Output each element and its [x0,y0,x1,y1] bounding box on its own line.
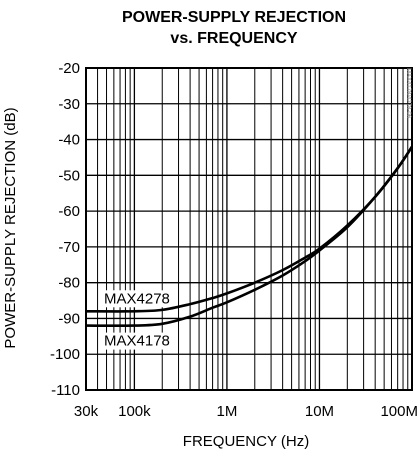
side-code: MAX4178/4278-06 [405,68,411,119]
y-axis-label: POWER-SUPPLY REJECTION (dB) [2,107,19,348]
x-tick-label: 100M [380,403,418,420]
x-tick-label: 1M [217,403,238,420]
y-tick-label: -30 [58,96,80,113]
series-line-max4178 [85,145,414,328]
y-tick-label: -80 [58,275,80,292]
y-tick-label: -70 [58,239,80,256]
axis-labels: -20 -30 -40 -50 -60 -70 -80 -90 -100 -110 30k 100k 1… [50,60,418,420]
y-tick-label: -90 [58,310,80,327]
y-tick-label: -100 [50,346,80,363]
x-tick-label: 10M [305,403,334,420]
series-label-max4278: MAX4278 [104,290,170,307]
y-tick-label: -40 [58,132,80,149]
series-label-bg [102,332,168,350]
series-label-bg [102,290,168,308]
y-tick-label: -110 [51,382,80,399]
x-tick-label: 30k [74,403,99,420]
x-tick-label: 100k [118,403,151,420]
series-label-max4178: MAX4178 [104,333,170,350]
y-tick-label: -60 [58,203,80,220]
plot-frame [85,67,413,391]
chart-title-line2: vs. FREQUENCY [170,30,297,47]
y-tick-label: -20 [58,60,80,77]
chart-title-line1: POWER-SUPPLY REJECTION [122,9,346,26]
y-tick-label: -50 [58,167,80,184]
series-lines [85,145,414,328]
x-axis-label: FREQUENCY (Hz) [183,433,309,450]
